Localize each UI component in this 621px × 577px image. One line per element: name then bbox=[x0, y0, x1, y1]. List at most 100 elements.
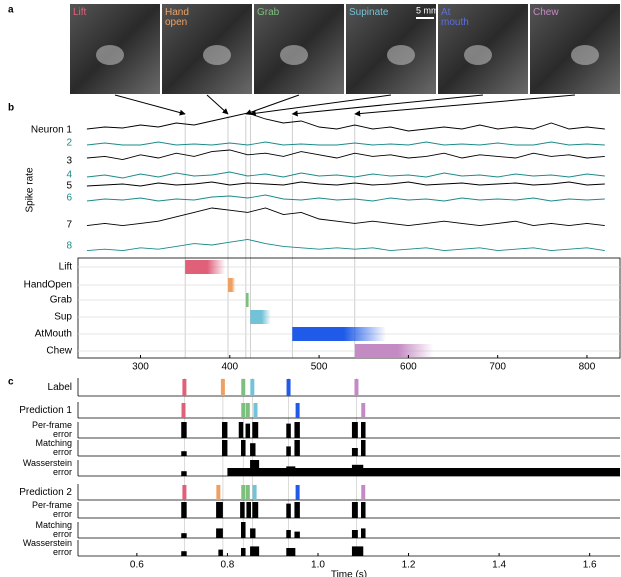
x-tick-label: 500 bbox=[311, 362, 328, 373]
behavior-bar bbox=[354, 344, 434, 358]
x-tick-label: 0.6 bbox=[130, 560, 144, 571]
error-bar bbox=[250, 443, 256, 456]
error-bar bbox=[181, 422, 187, 438]
category-label: HandOpen bbox=[24, 280, 72, 291]
error-bar bbox=[294, 531, 300, 538]
trace bbox=[86, 181, 605, 187]
event-mark bbox=[241, 403, 246, 418]
x-tick-label: 1.2 bbox=[402, 560, 416, 571]
category-label: Sup bbox=[54, 312, 72, 323]
trace-label: 4 bbox=[66, 170, 72, 181]
frame-label: Chew bbox=[533, 7, 559, 18]
x-tick-label: 700 bbox=[489, 362, 506, 373]
category-label: Grab bbox=[50, 295, 73, 306]
error-bar bbox=[286, 530, 291, 538]
error-bar bbox=[241, 522, 246, 538]
error-bar bbox=[218, 549, 223, 556]
behavior-bar bbox=[185, 260, 226, 274]
error-bar bbox=[238, 422, 244, 438]
trace bbox=[86, 141, 605, 146]
error-bar bbox=[227, 468, 620, 476]
error-bar bbox=[250, 528, 256, 538]
error-bar bbox=[286, 466, 296, 476]
event-mark bbox=[295, 485, 300, 500]
row-label: Wasserstein error bbox=[22, 458, 72, 477]
error-bar bbox=[181, 471, 187, 476]
panel-label: a bbox=[8, 5, 14, 16]
error-bar bbox=[286, 503, 291, 518]
error-bar bbox=[181, 502, 187, 518]
error-bar bbox=[286, 548, 296, 556]
event-mark bbox=[182, 485, 187, 500]
error-bar bbox=[294, 440, 300, 456]
arrow bbox=[249, 94, 392, 117]
category-label: Lift bbox=[59, 262, 73, 273]
hand bbox=[387, 45, 415, 65]
x-tick-label: 1.0 bbox=[311, 560, 325, 571]
x-tick-label: 600 bbox=[400, 362, 417, 373]
frame-label: Grab bbox=[257, 7, 280, 18]
behavior-bar bbox=[292, 327, 387, 341]
x-tick-label: 1.6 bbox=[583, 560, 597, 571]
hand bbox=[96, 45, 124, 65]
event-mark bbox=[245, 403, 250, 418]
behavior-bar bbox=[228, 278, 236, 292]
event-mark bbox=[361, 403, 366, 418]
y-axis-label: Spike rate bbox=[25, 167, 36, 212]
x-axis-label: Time (s) bbox=[331, 570, 367, 577]
plot-frame bbox=[77, 257, 621, 359]
event-mark bbox=[354, 379, 359, 396]
error-bar bbox=[360, 440, 366, 456]
error-bar bbox=[250, 460, 260, 476]
event-mark bbox=[181, 403, 186, 418]
error-bar bbox=[351, 546, 364, 556]
error-bar bbox=[252, 502, 259, 518]
x-tick-label: 0.8 bbox=[220, 560, 234, 571]
error-bar bbox=[245, 423, 251, 438]
event-mark bbox=[220, 379, 225, 396]
panel-label: c bbox=[8, 377, 14, 388]
error-bar bbox=[294, 422, 300, 438]
frame-label: Lift bbox=[73, 7, 87, 18]
hand bbox=[464, 45, 492, 65]
error-bar bbox=[351, 464, 364, 476]
event-mark bbox=[250, 379, 255, 396]
trace-label: 7 bbox=[66, 220, 72, 231]
event-mark bbox=[295, 403, 300, 418]
error-bar bbox=[360, 502, 366, 518]
row-label: Per-frame error bbox=[31, 420, 72, 439]
frame-label: Supinate bbox=[349, 7, 389, 18]
error-bar bbox=[294, 502, 300, 518]
frame-label: Hand open bbox=[165, 7, 189, 28]
trace bbox=[86, 238, 605, 252]
panel-label: b bbox=[8, 103, 14, 114]
trace bbox=[86, 171, 605, 179]
error-bar bbox=[351, 530, 358, 538]
trace-label: 6 bbox=[66, 193, 72, 204]
trace bbox=[86, 149, 605, 161]
error-bar bbox=[181, 533, 187, 538]
event-mark bbox=[241, 379, 246, 396]
hand bbox=[280, 45, 308, 65]
row-label: Wasserstein error bbox=[22, 538, 72, 557]
behavior-bar bbox=[250, 310, 271, 324]
trace-label: 5 bbox=[66, 181, 72, 192]
error-bar bbox=[241, 548, 246, 556]
trace-label: 3 bbox=[66, 156, 72, 167]
event-mark bbox=[245, 485, 250, 500]
error-bar bbox=[351, 448, 358, 456]
scale-label: 5 mm bbox=[416, 5, 439, 15]
row-label: Label bbox=[47, 382, 72, 393]
category-label: Chew bbox=[46, 346, 72, 357]
error-bar bbox=[360, 422, 366, 438]
error-bar bbox=[351, 502, 358, 518]
trace-label: 2 bbox=[66, 138, 72, 149]
error-bar bbox=[351, 422, 358, 438]
error-bar bbox=[181, 451, 187, 456]
row-label: Matching error bbox=[35, 438, 72, 457]
event-mark bbox=[182, 379, 187, 396]
event-mark bbox=[286, 379, 291, 396]
error-bar bbox=[240, 502, 245, 518]
